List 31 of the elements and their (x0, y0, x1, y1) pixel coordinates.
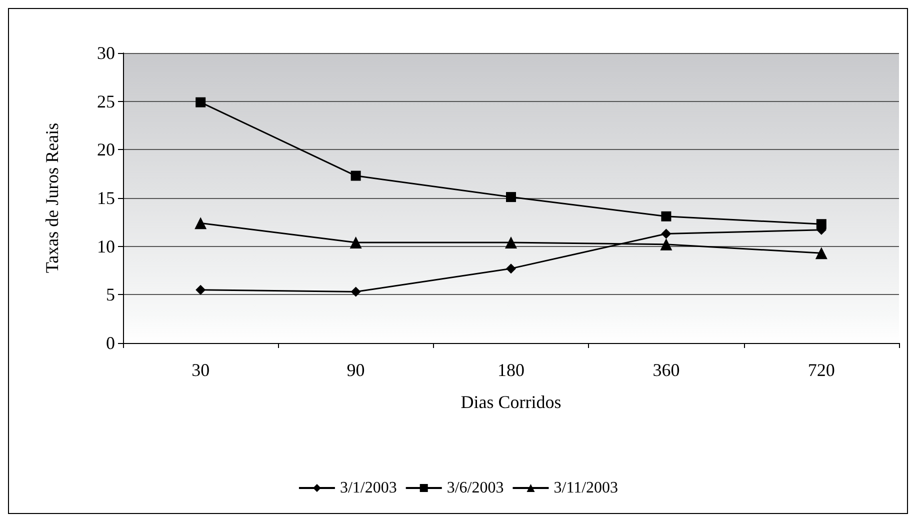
y-tick-label: 20 (97, 140, 115, 160)
point (815, 247, 828, 260)
x-tick-label: 720 (808, 360, 835, 380)
y-tick-label: 15 (97, 188, 115, 208)
y-axis-title: Taxas de Juros Reais (42, 122, 62, 274)
x-tick-label: 360 (652, 360, 680, 380)
point (506, 192, 516, 202)
point (505, 236, 517, 248)
point (350, 286, 361, 297)
point (816, 219, 826, 230)
x-axis-title: Dias Corridos (460, 392, 562, 412)
x-tick-label: 180 (498, 360, 524, 380)
y-tick-label: 25 (97, 91, 115, 112)
y-tick-label: 0 (106, 333, 115, 353)
point (350, 236, 362, 248)
x-tick-label: 30 (192, 360, 210, 380)
point (196, 97, 206, 108)
point (660, 238, 672, 250)
legend-label: 3/11/2003 (554, 480, 618, 496)
point (661, 228, 672, 239)
y-tick-label: 10 (97, 236, 115, 256)
point (194, 217, 207, 230)
y-tick-label: 5 (106, 284, 115, 305)
legend-label: 3/6/2003 (446, 480, 504, 496)
point (196, 284, 206, 295)
point (506, 264, 516, 274)
point (350, 170, 361, 181)
x-tick-label: 90 (346, 360, 365, 380)
legend-label: 3/1/2003 (340, 480, 397, 496)
y-tick-label: 30 (97, 43, 115, 63)
point (661, 211, 672, 222)
